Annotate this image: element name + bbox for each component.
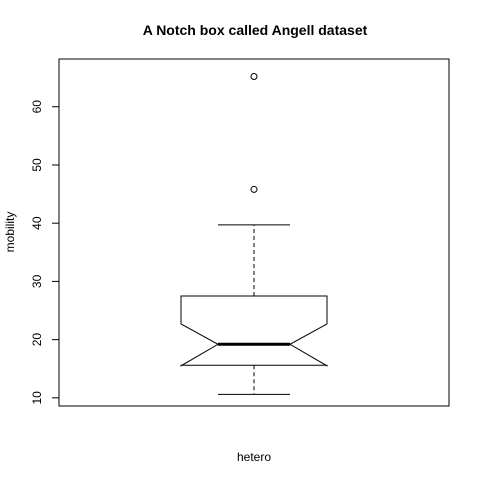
outlier-point [250, 72, 258, 80]
y-tick-label: 50 [30, 158, 44, 172]
y-tick-label: 60 [30, 100, 44, 114]
y-tick-label: 30 [30, 274, 44, 288]
outliers [250, 72, 258, 193]
chart-title: A Notch box called Angell dataset [143, 22, 368, 38]
y-tick-label: 10 [30, 391, 44, 405]
y-tick-label: 40 [30, 216, 44, 230]
box-body [180, 295, 328, 367]
y-axis-label: mobility [3, 212, 17, 253]
outlier-point [250, 185, 258, 193]
y-tick-label: 20 [30, 333, 44, 347]
y-axis: 10 20 30 40 50 60 [30, 100, 60, 405]
x-axis-label: hetero [237, 450, 271, 464]
notched-box [180, 224, 328, 395]
